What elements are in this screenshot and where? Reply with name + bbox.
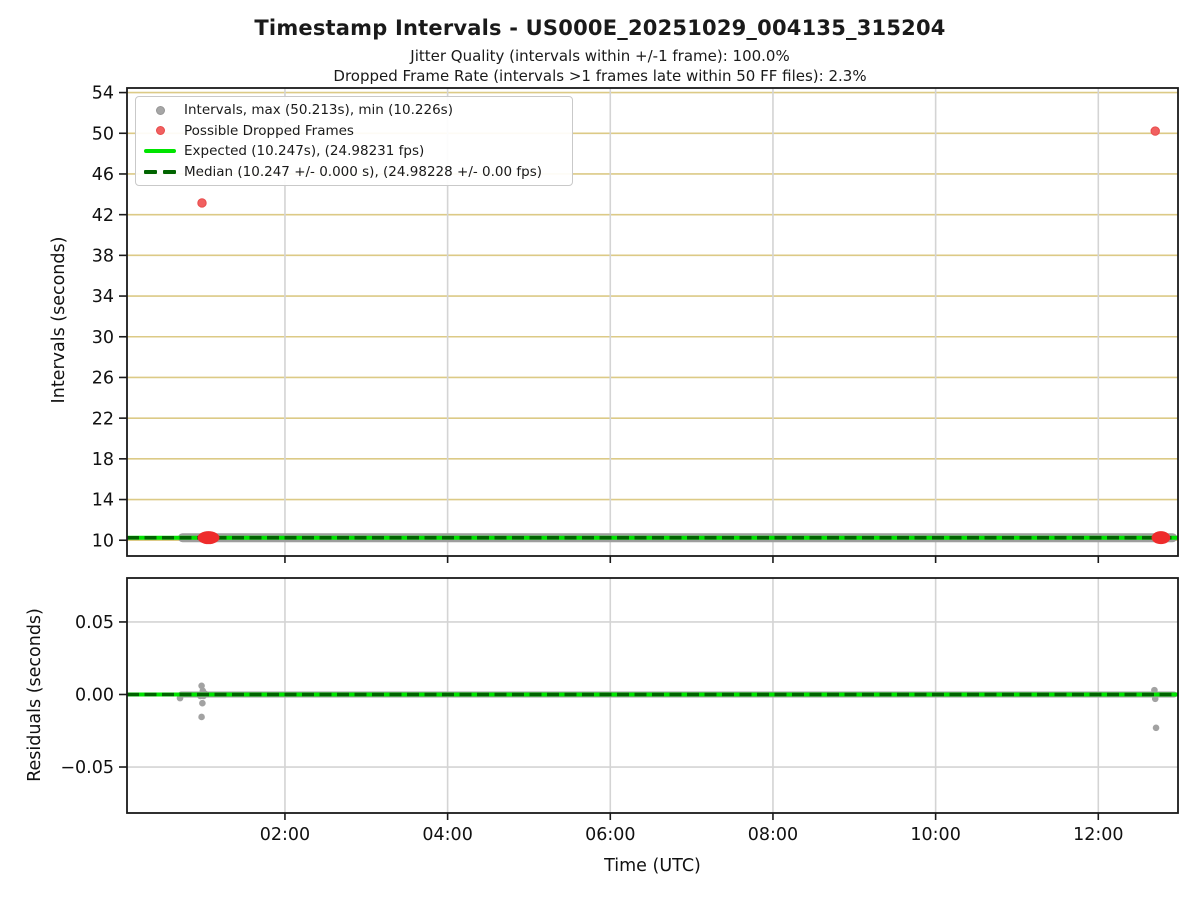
dropped-frame-point <box>1150 126 1160 136</box>
residual-point <box>198 682 205 690</box>
red-dot-icon <box>136 126 184 136</box>
legend-row-expected: Expected (10.247s), (24.98231 fps) <box>136 141 572 162</box>
intervals-axes-frame <box>126 87 1179 557</box>
green-solid-line-icon <box>136 149 184 154</box>
y-tick-label: 26 <box>92 369 114 389</box>
y-tick-label: 34 <box>92 287 114 307</box>
legend-row-dropped-frames: Possible Dropped Frames <box>136 121 572 142</box>
y-tick-label: 38 <box>92 246 114 266</box>
residual-point <box>1152 724 1160 732</box>
y-tick-label: 30 <box>92 328 114 348</box>
y-tick-label: 18 <box>92 450 114 470</box>
residual-point <box>198 713 205 721</box>
x-axis-label: Time (UTC) <box>603 856 701 876</box>
x-tick-label: 12:00 <box>1073 825 1123 845</box>
y-tick-label: 54 <box>92 84 114 104</box>
legend-label: Possible Dropped Frames <box>184 122 354 139</box>
y-tick-label: 10 <box>92 531 114 551</box>
page-title: Timestamp Intervals - US000E_20251029_00… <box>254 16 946 40</box>
y-tick-label: 42 <box>92 206 114 226</box>
dropped-frame-point <box>197 198 207 208</box>
x-tick-label: 04:00 <box>422 825 472 845</box>
x-tick-label: 10:00 <box>910 825 960 845</box>
y-tick-label: 22 <box>92 409 114 429</box>
legend-row-intervals: Intervals, max (50.213s), min (10.226s) <box>136 100 572 121</box>
dropped-frame-cluster <box>197 531 220 545</box>
dropped-frame-rate-subtitle: Dropped Frame Rate (intervals >1 frames … <box>333 67 867 85</box>
legend-row-median: Median (10.247 +/- 0.000 s), (24.98228 +… <box>136 162 572 183</box>
residual-point <box>1151 686 1158 694</box>
intervals-y-axis-label: Intervals (seconds) <box>49 237 69 404</box>
darkgreen-dashed-line-icon <box>136 169 184 174</box>
jitter-quality-subtitle: Jitter Quality (intervals within +/-1 fr… <box>410 47 790 65</box>
residual-point <box>199 699 206 707</box>
y-tick-label: 14 <box>92 491 114 511</box>
residuals-y-axis-label: Residuals (seconds) <box>25 608 45 782</box>
legend-label: Median (10.247 +/- 0.000 s), (24.98228 +… <box>184 163 543 180</box>
y-tick-label: 0.05 <box>75 613 114 633</box>
y-tick-label: 46 <box>92 165 114 185</box>
legend-label: Intervals, max (50.213s), min (10.226s) <box>184 102 453 119</box>
legend-label: Expected (10.247s), (24.98231 fps) <box>184 143 425 160</box>
legend-box: Intervals, max (50.213s), min (10.226s) … <box>135 96 573 186</box>
x-tick-label: 06:00 <box>585 825 635 845</box>
x-tick-label: 02:00 <box>260 825 310 845</box>
x-tick-label: 08:00 <box>748 825 798 845</box>
residual-point <box>1151 695 1159 703</box>
gray-dot-icon <box>136 105 184 115</box>
residuals-axes-frame <box>126 577 1179 814</box>
y-tick-label: 0.00 <box>75 686 114 706</box>
y-tick-label: 50 <box>92 124 114 144</box>
dropped-frame-cluster <box>1151 531 1171 545</box>
y-tick-label: −0.05 <box>60 758 114 778</box>
